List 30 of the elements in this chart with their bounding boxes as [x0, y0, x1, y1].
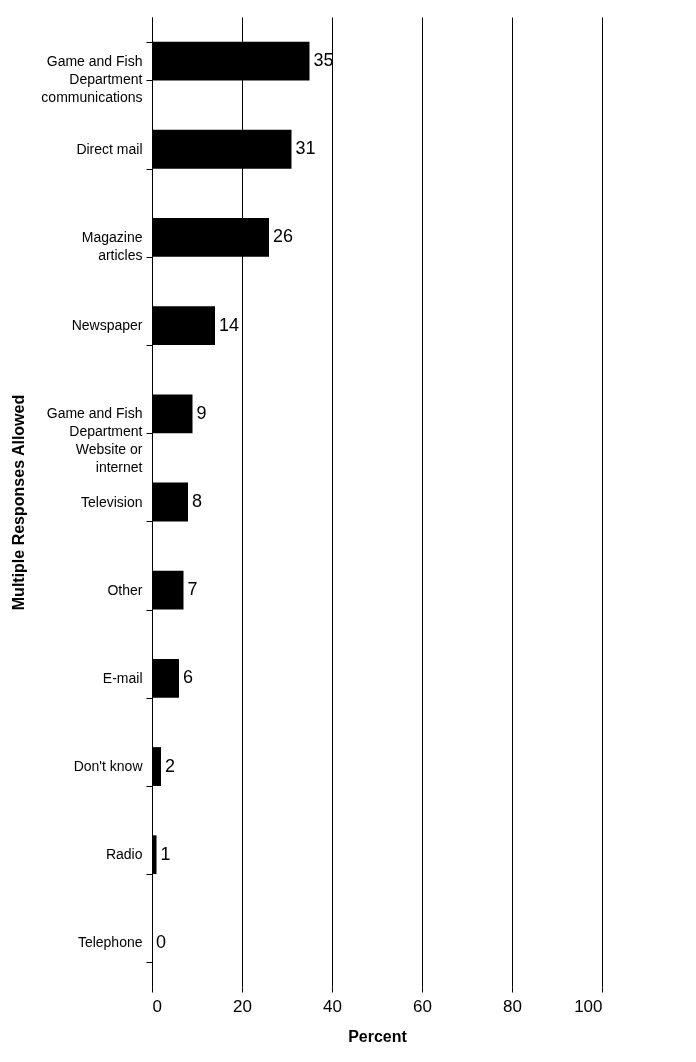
- y-tick-label: Game and Fish Department communications: [41, 52, 143, 105]
- data-label: 0: [156, 931, 167, 952]
- data-label: 2: [165, 755, 176, 776]
- x-tick-label: 40: [323, 996, 342, 1016]
- y-tick-label: E-mail: [102, 669, 143, 686]
- y-tick-label: Other: [107, 581, 143, 598]
- data-label: 7: [187, 579, 198, 600]
- y-tick-label: Direct mail: [76, 140, 143, 157]
- x-tick-label: 20: [233, 996, 252, 1016]
- x-tick-label: 0: [152, 996, 162, 1016]
- x-axis-title: Percent: [348, 1027, 408, 1045]
- data-label: 6: [183, 667, 194, 688]
- data-label: 8: [192, 491, 203, 511]
- x-tick-label: 80: [503, 996, 522, 1016]
- data-label: 9: [196, 402, 207, 423]
- x-tick-label: 100: [574, 996, 603, 1016]
- y-tick-label: Game and Fish Department Website or internet: [46, 405, 143, 476]
- data-label: 31: [295, 138, 316, 159]
- y-tick-label: Telephone: [77, 934, 143, 951]
- y-axis-title: Multiple Responses Allowed: [10, 394, 28, 611]
- x-tick-label: 60: [413, 996, 432, 1016]
- y-tick-label: Newspaper: [71, 317, 143, 334]
- data-label: 35: [313, 50, 334, 71]
- y-tick-label: Magazine articles: [81, 228, 143, 263]
- data-label: 14: [219, 314, 240, 335]
- y-tick-label: Radio: [105, 846, 143, 863]
- data-label: 1: [160, 843, 171, 864]
- y-tick-label: Don't know: [73, 758, 144, 775]
- y-tick-label: Television: [81, 493, 143, 510]
- data-label: 26: [273, 226, 294, 247]
